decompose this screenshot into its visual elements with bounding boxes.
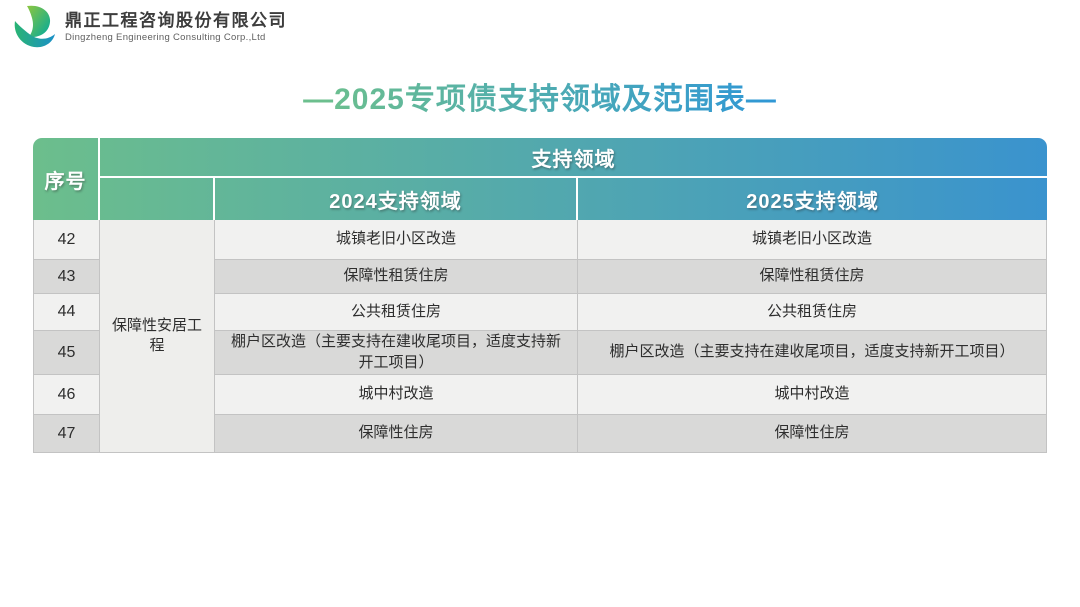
cell-2024: 公共租赁住房 <box>215 294 578 331</box>
row-number: 45 <box>33 331 100 375</box>
category-cell: 保障性安居工程 <box>100 220 215 453</box>
cell-2024: 城镇老旧小区改造 <box>215 220 578 260</box>
cell-2025: 棚户区改造（主要支持在建收尾项目，适度支持新开工项目） <box>578 331 1047 375</box>
cell-2025: 公共租赁住房 <box>578 294 1047 331</box>
row-number: 46 <box>33 375 100 415</box>
cell-2024: 保障性租赁住房 <box>215 260 578 294</box>
row-number: 43 <box>33 260 100 294</box>
cell-2024: 城中村改造 <box>215 375 578 415</box>
page-title: —2025专项债支持领域及范围表— <box>0 74 1080 118</box>
cell-2024: 棚户区改造（主要支持在建收尾项目，适度支持新开工项目） <box>215 331 578 375</box>
header-col-2024: 2024支持领域 <box>215 178 578 220</box>
company-name-block: 鼎正工程咨询股份有限公司 Dingzheng Engineering Consu… <box>65 11 287 44</box>
header-empty-cell <box>100 178 215 220</box>
company-logo-icon <box>14 5 56 48</box>
row-number: 42 <box>33 220 100 260</box>
company-name-en: Dingzheng Engineering Consulting Corp.,L… <box>65 32 266 44</box>
cell-2024: 保障性住房 <box>215 415 578 453</box>
cell-2025: 保障性租赁住房 <box>578 260 1047 294</box>
row-number: 44 <box>33 294 100 331</box>
support-scope-table: 序号 支持领域 2024支持领域 2025支持领域 保障性安居工程 42 城镇老… <box>33 138 1047 453</box>
header-index-col: 序号 <box>33 138 100 220</box>
row-number: 47 <box>33 415 100 453</box>
brand-header: 鼎正工程咨询股份有限公司 Dingzheng Engineering Consu… <box>12 5 287 49</box>
header-col-2025: 2025支持领域 <box>746 190 879 213</box>
company-name-cn: 鼎正工程咨询股份有限公司 <box>65 10 287 30</box>
cell-2025: 保障性住房 <box>578 415 1047 453</box>
cell-2025: 城中村改造 <box>578 375 1047 415</box>
cell-2025: 城镇老旧小区改造 <box>578 220 1047 260</box>
header-group: 支持领域 <box>100 138 1047 178</box>
